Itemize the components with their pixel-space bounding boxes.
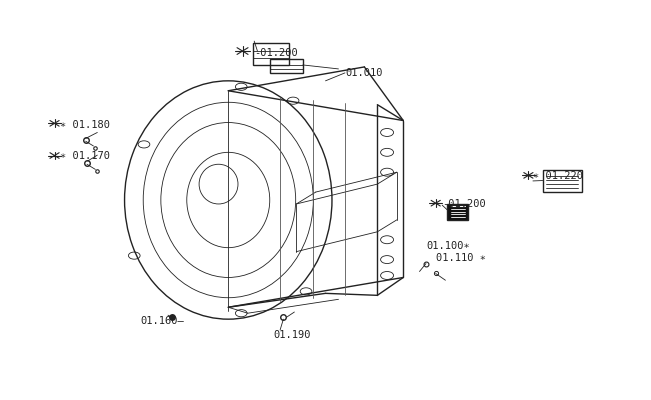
Polygon shape bbox=[447, 204, 468, 220]
Text: ‐01.200: ‐01.200 bbox=[254, 48, 298, 58]
Text: 01.160—: 01.160— bbox=[141, 316, 184, 326]
Text: 01.110 ∗: 01.110 ∗ bbox=[436, 252, 486, 262]
Text: 01.100∗: 01.100∗ bbox=[426, 241, 470, 251]
Text: 01.190: 01.190 bbox=[273, 330, 311, 340]
Text: ∗ 01.170: ∗ 01.170 bbox=[60, 151, 110, 161]
Text: 01.010: 01.010 bbox=[345, 68, 382, 78]
Text: ‐01.200: ‐01.200 bbox=[442, 199, 486, 209]
Text: ∗ 01.180: ∗ 01.180 bbox=[60, 120, 110, 130]
Text: ∗ 01.220: ∗ 01.220 bbox=[533, 171, 583, 181]
